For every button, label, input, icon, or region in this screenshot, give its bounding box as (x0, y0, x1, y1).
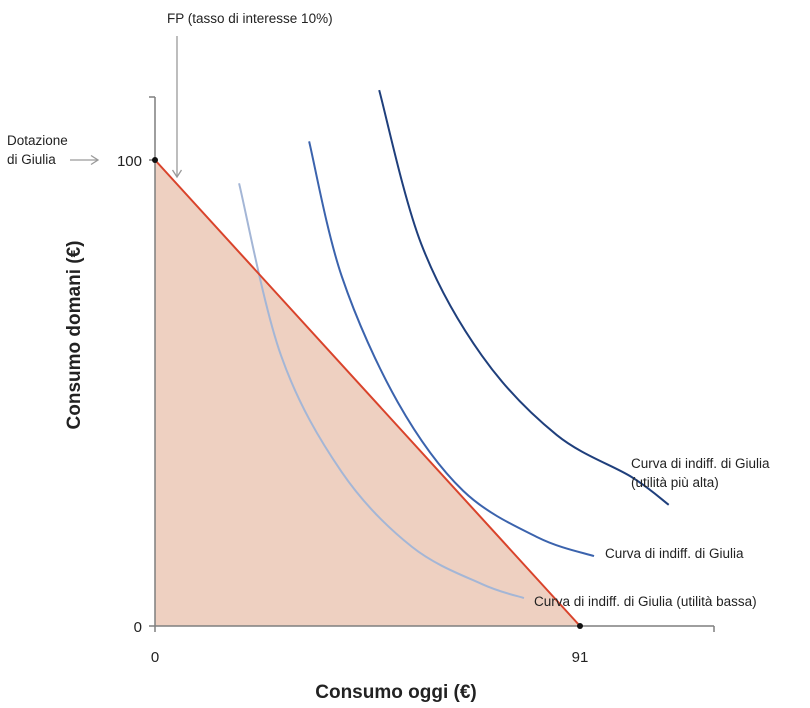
x-axis-title: Consumo oggi (€) (315, 682, 476, 703)
ic-high-label-line2: (utilità più alta) (631, 475, 719, 490)
endowment-point (152, 157, 158, 163)
ic-mid-label: Curva di indiff. di Giulia (605, 546, 744, 561)
indifference-curve-low (238, 183, 525, 599)
y-tick-label-100: 100 (117, 153, 142, 170)
x-intercept-point (577, 623, 583, 629)
frontier-annotation: FP (tasso di interesse 10%) (167, 11, 333, 26)
ic-high-label-line1: Curva di indiff. di Giulia (631, 456, 770, 471)
endowment-arrow-head (90, 154, 100, 166)
endowment-label-line2: di Giulia (7, 152, 56, 167)
endowment-label-line1: Dotazione (7, 133, 68, 148)
x-tick-label-91: 91 (572, 649, 589, 666)
y-axis-title: Consumo domani (€) (64, 241, 85, 430)
indifference-curve-mid (308, 141, 595, 558)
x-tick-label-0: 0 (151, 649, 159, 666)
feasible-frontier-line (154, 159, 581, 627)
indifference-curve-high (378, 89, 670, 506)
ic-low-label: Curva di indiff. di Giulia (utilità bass… (534, 594, 757, 609)
frontier-arrow-head (171, 169, 183, 179)
y-tick-label-0: 0 (134, 619, 142, 636)
